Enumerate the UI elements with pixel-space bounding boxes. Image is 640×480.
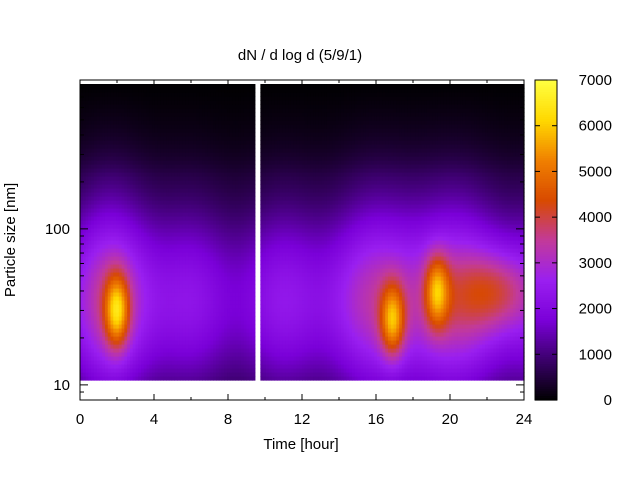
heatmap-cell [252,156,255,161]
heatmap-cell [252,300,255,305]
heatmap-cell [252,232,255,237]
heatmap-cell [252,288,255,293]
heatmap-cell [252,256,255,261]
heatmap-cell [252,312,255,317]
heatmap-cell [252,116,255,121]
heatmap-cell [252,332,255,337]
chart-title: dN / d log d (5/9/1) [238,47,362,64]
heatmap-cell [252,344,255,349]
heatmap-cell [252,252,255,257]
heatmap-cell [252,132,255,137]
heatmap-cell [252,292,255,297]
heatmap-cell [252,160,255,165]
heatmap-cell [252,200,255,205]
heatmap-cell [252,372,255,377]
heatmap-cell [252,272,255,277]
heatmap-cell [252,208,255,213]
heatmap-cell [252,240,255,245]
heatmap-cell [252,224,255,229]
heatmap-cell [252,112,255,117]
heatmap-cell [252,296,255,301]
heatmap-cell [252,352,255,357]
heatmap-cell [252,100,255,105]
heatmap-cell [252,364,255,369]
heatmap-cell [252,176,255,181]
heatmap-cell [252,360,255,365]
heatmap-cell [252,308,255,313]
heatmap-cell [252,172,255,177]
heatmap-cell [252,196,255,201]
heatmap-cell [252,320,255,325]
heatmap-cell [252,124,255,129]
heatmap-cell [252,328,255,333]
heatmap-cell [252,348,255,353]
heatmap-cell [252,140,255,145]
heatmap-cell [252,108,255,113]
heatmap-cell [252,356,255,361]
heatmap-cell [252,268,255,273]
heatmap-cell [252,216,255,221]
heatmap-cell [252,192,255,197]
heatmap-cell [252,248,255,253]
heatmap-cell [252,88,255,93]
heatmap-cell [252,92,255,97]
heatmap-cell [252,260,255,265]
heatmap-cell [252,204,255,209]
heatmap-cell [252,244,255,249]
heatmap-cell [252,188,255,193]
heatmap-cell [252,120,255,125]
heatmap-cell [252,168,255,173]
heatmap-cell [252,324,255,329]
heatmap-cell [252,336,255,341]
plot-area [80,80,525,400]
heatmap-cell [252,180,255,185]
heatmap-cell [252,104,255,109]
heatmap-cell [252,340,255,345]
heatmap-cell [252,276,255,281]
heatmap-cell [252,316,255,321]
heatmap-cell [252,148,255,153]
heatmap-cell [252,376,255,381]
heatmap-cell [252,304,255,309]
heatmap-cell [252,84,255,89]
heatmap-cell [252,184,255,189]
heatmap-cell [252,96,255,101]
heatmap-cell [252,236,255,241]
heatmap-cell [252,264,255,269]
heatmap-cell [252,220,255,225]
heatmap-cell [252,136,255,141]
heatmap-cell [252,152,255,157]
heatmap-cell [252,128,255,133]
heatmap-cell [252,228,255,233]
heatmap-cell [252,368,255,373]
heatmap-cell [252,280,255,285]
heatmap-cell [252,144,255,149]
heatmap-cell [252,284,255,289]
heatmap-cell [252,164,255,169]
heatmap-cell [252,212,255,217]
